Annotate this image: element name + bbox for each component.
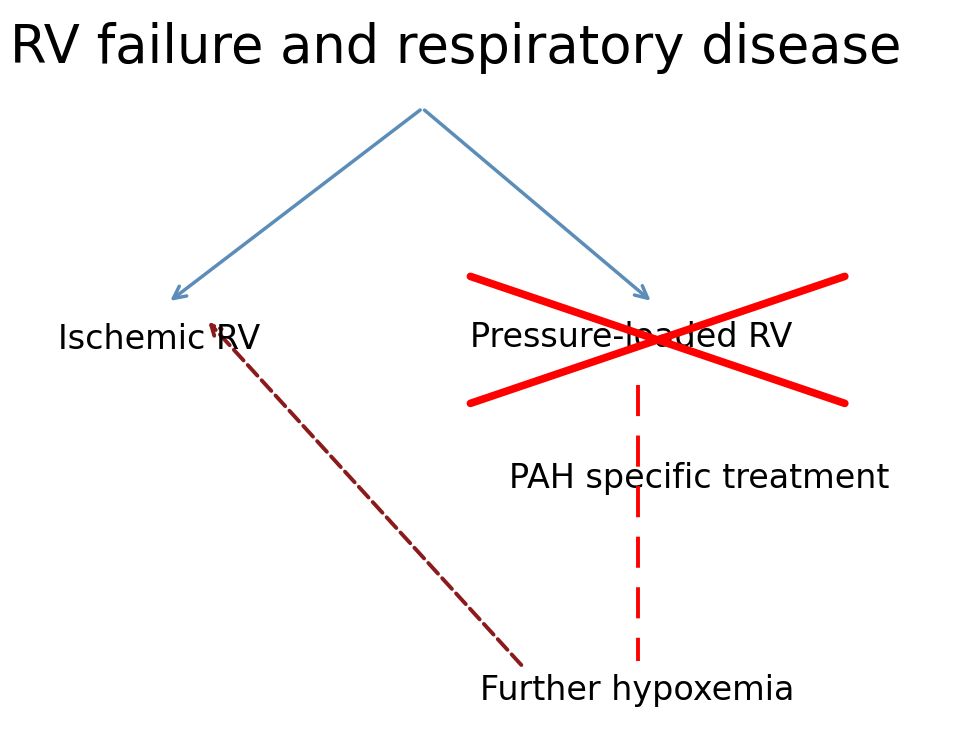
Text: Further hypoxemia: Further hypoxemia <box>480 675 794 707</box>
Text: PAH specific treatment: PAH specific treatment <box>509 462 889 495</box>
Text: Pressure-loaded RV: Pressure-loaded RV <box>470 321 793 354</box>
Text: RV failure and respiratory disease: RV failure and respiratory disease <box>10 22 901 75</box>
Text: Ischemic RV: Ischemic RV <box>58 323 260 356</box>
